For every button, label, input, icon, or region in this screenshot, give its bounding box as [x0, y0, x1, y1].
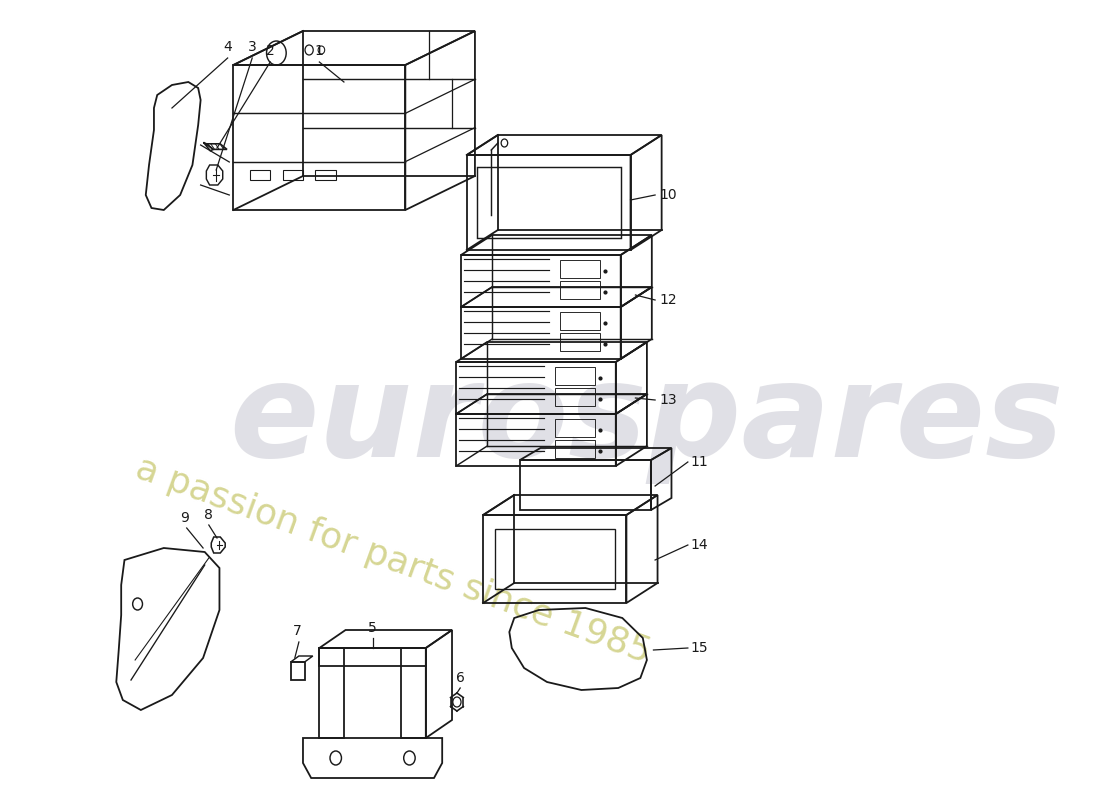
Text: 6: 6 — [455, 671, 464, 685]
Bar — [560, 281, 600, 299]
Bar — [556, 367, 595, 385]
Bar — [283, 170, 302, 180]
Text: 7: 7 — [293, 624, 301, 638]
Text: 9: 9 — [179, 511, 189, 525]
Text: 2: 2 — [266, 44, 275, 58]
Text: 5: 5 — [368, 621, 377, 635]
Bar — [316, 170, 336, 180]
Text: a passion for parts since 1985: a passion for parts since 1985 — [131, 450, 656, 670]
Bar — [556, 388, 595, 406]
Text: 1: 1 — [315, 44, 323, 58]
Bar — [560, 333, 600, 351]
Text: 3: 3 — [248, 40, 256, 54]
Text: 12: 12 — [659, 293, 676, 307]
Text: 10: 10 — [659, 188, 676, 202]
Text: 11: 11 — [691, 455, 708, 469]
Text: 8: 8 — [205, 508, 213, 522]
Text: eurospares: eurospares — [229, 357, 1064, 483]
Bar — [250, 170, 271, 180]
Bar — [556, 440, 595, 458]
Text: 4: 4 — [223, 40, 232, 54]
Bar — [560, 260, 600, 278]
Bar — [556, 419, 595, 437]
Text: 13: 13 — [659, 393, 676, 407]
Text: 15: 15 — [691, 641, 708, 655]
Bar — [560, 312, 600, 330]
Text: 14: 14 — [691, 538, 708, 552]
